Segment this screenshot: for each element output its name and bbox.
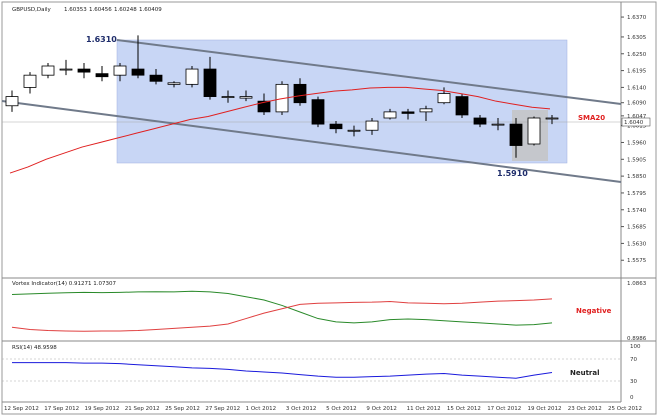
sma-label: SMA20 (578, 114, 605, 122)
candle-bullish (221, 96, 235, 98)
time-tick-label: 5 Oct 2012 (326, 406, 357, 412)
candle-bullish (59, 68, 73, 71)
time-tick-label: 19 Oct 2012 (527, 406, 561, 412)
time-tick-label: 27 Sep 2012 (205, 406, 240, 412)
candle-bearish (311, 99, 325, 125)
price-tick-label: 1.5630 (627, 241, 647, 247)
price-tick-label: 1.6140 (627, 85, 647, 91)
header-low: 1.60248 (114, 7, 137, 13)
rsi-tick-70: 70 (630, 357, 637, 363)
candle-bearish (473, 117, 487, 125)
candle-bullish (5, 96, 19, 107)
candle-bearish (293, 83, 307, 104)
time-tick-label: 21 Sep 2012 (125, 406, 160, 412)
candle-bullish (347, 129, 361, 132)
header-high: 1.60456 (89, 7, 112, 13)
rsi-tick-30: 30 (630, 379, 637, 385)
sma20-line (9, 86, 551, 174)
time-tick-label: 19 Sep 2012 (85, 406, 120, 412)
rsi-title: RSI(14) 48.9598 (12, 345, 57, 351)
vortex-plus-line (11, 290, 553, 326)
time-tick-label: 3 Oct 2012 (286, 406, 317, 412)
vortex-title: Vortex Indicator(14) 0.91271 1.07307 (12, 281, 116, 287)
vortex-tick-top: 1.0863 (627, 281, 647, 287)
candle-bearish (131, 68, 145, 76)
candle-bearish (509, 123, 523, 146)
candle-bullish (527, 117, 541, 145)
annotation-low: 1.5910 (497, 169, 528, 178)
current-price-badge (621, 117, 651, 127)
time-tick-label: 9 Oct 2012 (366, 406, 397, 412)
price-tick-label: 1.6305 (627, 35, 647, 41)
vortex-negative-label: Negative (576, 307, 612, 315)
price-tick-label: 1.5795 (627, 191, 647, 197)
vortex-tick-bottom: 0.8986 (627, 336, 647, 342)
candle-bullish (167, 82, 181, 85)
header-close: 1.60409 (139, 7, 162, 13)
candle-bullish (41, 65, 55, 76)
candle-bearish (77, 68, 91, 73)
price-tick-label: 1.5850 (627, 174, 647, 180)
time-tick-label: 23 Oct 2012 (568, 406, 602, 412)
candle-bullish (23, 74, 37, 88)
price-tick-label: 1.6047 (627, 114, 647, 120)
price-tick-label: 1.5575 (627, 258, 647, 264)
price-tick-label: 1.6250 (627, 52, 647, 58)
candles-group (5, 35, 559, 158)
candle-bearish (203, 68, 217, 97)
rsi-line (12, 362, 553, 379)
candle-bearish (257, 100, 271, 113)
time-tick-label: 17 Oct 2012 (487, 406, 521, 412)
candle-bearish (149, 74, 163, 82)
price-tick-label: 1.5740 (627, 208, 647, 214)
candle-bullish (113, 65, 127, 76)
time-tick-label: 12 Sep 2012 (4, 406, 39, 412)
price-tick-label: 1.5960 (627, 140, 647, 146)
price-tick-label: 1.6015 (627, 124, 647, 130)
candle-bearish (401, 111, 415, 114)
price-tick-label: 1.6090 (627, 101, 647, 107)
candle-bullish (239, 96, 253, 99)
header-open: 1.60353 (64, 7, 87, 13)
channel-upper-line (116, 39, 622, 105)
channel-highlight (116, 39, 568, 164)
chart-title: GBPUSD,Daily (12, 7, 52, 13)
candle-bullish (185, 68, 199, 85)
candle-bullish (545, 117, 559, 120)
channel-lower-line (1, 100, 622, 183)
time-tick-label: 17 Sep 2012 (44, 406, 79, 412)
time-axis-ticks: 12 Sep 2012 17 Sep 2012 19 Sep 2012 21 Sep … (4, 406, 642, 412)
candle-bearish (95, 73, 109, 78)
rsi-neutral-label: Neutral (570, 369, 600, 377)
time-tick-label: 1 Oct 2012 (246, 406, 277, 412)
time-tick-label: 25 Sep 2012 (165, 406, 200, 412)
price-tick-label: 1.6195 (627, 69, 647, 75)
rsi-tick-100: 100 (630, 344, 641, 350)
vortex-minus-line (11, 298, 553, 332)
candle-bullish (491, 123, 505, 126)
candle-bullish (437, 93, 451, 104)
price-tick-label: 1.6370 (627, 15, 647, 21)
candle-bullish (419, 108, 433, 113)
current-price-text: 1.6040 (624, 120, 644, 126)
annotation-high: 1.6310 (86, 35, 117, 44)
time-tick-label: 11 Oct 2012 (407, 406, 441, 412)
time-tick-label: 15 Oct 2012 (447, 406, 481, 412)
candle-bullish (383, 111, 397, 119)
price-axis-ticks: 1.6370 1.6305 1.6250 1.6195 1.6140 1.6090 1.60… (621, 15, 647, 264)
candle-bullish (365, 120, 379, 131)
candle-bearish (329, 123, 343, 130)
time-tick-label: 25 Oct 2012 (608, 406, 642, 412)
price-tick-label: 1.5905 (627, 157, 647, 163)
price-tick-label: 1.5685 (627, 225, 647, 231)
rsi-tick-0: 0 (630, 395, 634, 401)
candle-bearish (455, 96, 469, 116)
